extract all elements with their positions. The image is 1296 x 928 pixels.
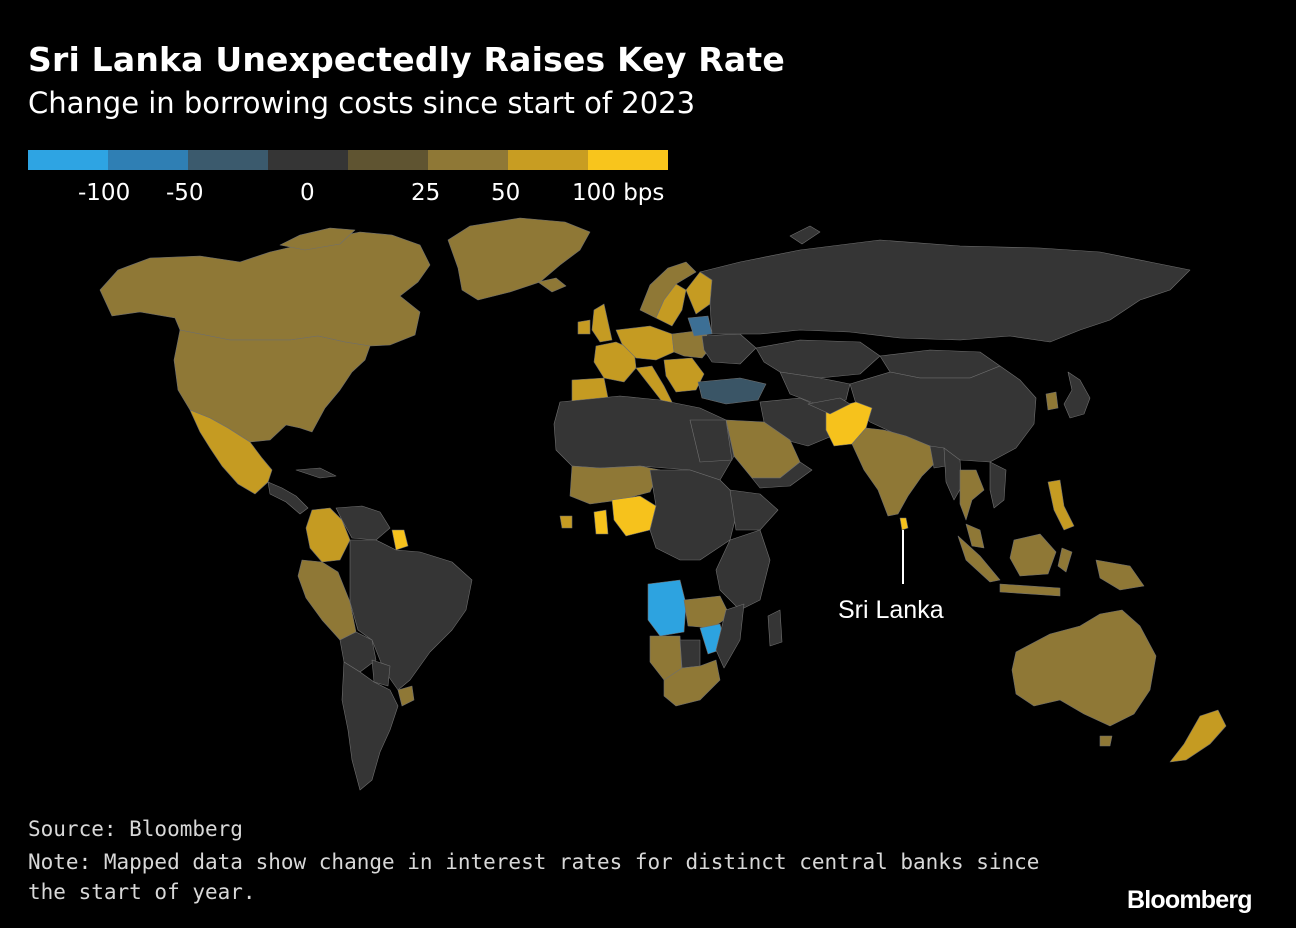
ghana	[593, 509, 609, 535]
botswana	[679, 639, 701, 669]
legend-bin	[108, 150, 188, 170]
madagascar	[767, 609, 783, 647]
note-text: Note: Mapped data show change in interes…	[28, 850, 1040, 904]
zambia	[683, 595, 731, 629]
annotation-sri-lanka: Sri Lanka	[838, 596, 944, 624]
angola	[647, 579, 687, 637]
legend-bin	[428, 150, 508, 170]
novaya-zemlya	[789, 225, 821, 245]
ethiopia	[729, 489, 779, 531]
venezuela	[335, 505, 391, 541]
paraguay	[371, 659, 391, 687]
east-africa	[715, 529, 771, 611]
malaysia	[965, 523, 985, 549]
kazakhstan	[755, 339, 881, 379]
ukraine	[701, 333, 757, 365]
peru	[297, 559, 357, 641]
italy	[635, 365, 673, 405]
papua-new-guinea	[1095, 559, 1145, 591]
sulawesi	[1057, 547, 1073, 573]
source-text: Source: Bloomberg	[28, 817, 243, 841]
legend-label-minus-100: -100	[78, 180, 131, 206]
colombia	[305, 507, 351, 563]
uruguay	[397, 685, 415, 707]
central-america	[267, 481, 309, 515]
india	[851, 427, 937, 517]
legend-labels: -100 -50 0 25 50 100 bps	[0, 180, 700, 214]
legend-label-0: 0	[300, 180, 315, 206]
legend-bin	[268, 150, 348, 170]
balkans	[663, 357, 705, 393]
sri-lanka	[899, 517, 909, 531]
central-asia	[779, 371, 851, 405]
vietnam	[989, 461, 1007, 509]
indonesia-java	[999, 583, 1061, 597]
central-africa	[649, 469, 741, 561]
nigeria	[611, 495, 657, 537]
legend-bin	[508, 150, 588, 170]
chart-subtitle: Change in borrowing costs since start of…	[28, 86, 696, 120]
legend-label-100: 100 bps	[572, 180, 665, 206]
afghanistan	[807, 397, 851, 415]
mozambique	[715, 603, 745, 669]
egypt	[689, 419, 733, 463]
legend-color-scale	[28, 150, 668, 170]
ireland	[577, 319, 591, 335]
turkey	[697, 377, 767, 405]
sierra-leone	[559, 515, 573, 529]
indonesia-sumatra	[957, 535, 1001, 583]
greenland	[447, 217, 591, 301]
finland	[685, 271, 713, 315]
borneo	[1009, 533, 1057, 577]
bloomberg-logo: Bloomberg	[1127, 886, 1253, 914]
legend-bin	[188, 150, 268, 170]
guyana	[391, 529, 409, 551]
russia	[699, 239, 1191, 343]
legend-label-50: 50	[491, 180, 521, 206]
south-africa	[663, 659, 721, 707]
myanmar	[943, 447, 963, 501]
central-europe	[615, 325, 675, 361]
tasmania	[1099, 735, 1113, 747]
legend-bin	[28, 150, 108, 170]
philippines	[1047, 479, 1075, 531]
legend-bin	[348, 150, 428, 170]
argentina	[341, 661, 399, 791]
china	[849, 365, 1037, 463]
new-zealand	[1169, 709, 1227, 763]
yemen-oman	[751, 461, 813, 489]
legend-bin	[588, 150, 668, 170]
chart-title: Sri Lanka Unexpectedly Raises Key Rate	[28, 40, 785, 79]
france	[593, 341, 637, 383]
legend-label-25: 25	[411, 180, 441, 206]
united-kingdom	[591, 303, 613, 343]
japan	[1063, 371, 1091, 419]
iceland	[537, 277, 567, 293]
world-map	[99, 217, 1227, 791]
brazil	[349, 539, 473, 691]
thailand	[959, 469, 985, 521]
legend-label-minus-50: -50	[166, 180, 204, 206]
cuba	[295, 467, 337, 479]
australia	[1011, 609, 1157, 727]
arctic-islands	[279, 227, 356, 251]
west-africa-sahel	[569, 465, 661, 505]
canada	[99, 231, 431, 347]
south-korea	[1045, 391, 1059, 411]
